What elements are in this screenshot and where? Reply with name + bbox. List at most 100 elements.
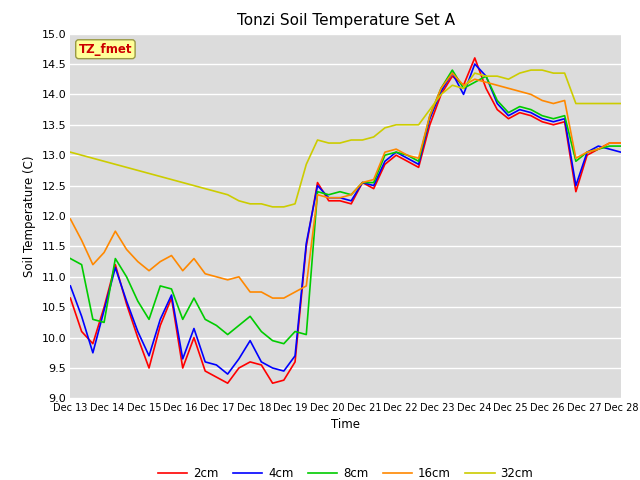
- 16cm: [370, 177, 378, 182]
- Legend: 2cm, 4cm, 8cm, 16cm, 32cm: 2cm, 4cm, 8cm, 16cm, 32cm: [153, 463, 538, 480]
- 8cm: [168, 286, 175, 292]
- 16cm: [527, 92, 535, 97]
- 16cm: [572, 156, 580, 161]
- 32cm: [392, 122, 400, 128]
- 8cm: [134, 298, 141, 304]
- 8cm: [561, 113, 568, 119]
- 8cm: [314, 189, 321, 194]
- 4cm: [358, 180, 366, 185]
- 16cm: [314, 192, 321, 198]
- 16cm: [617, 140, 625, 146]
- 32cm: [516, 70, 524, 76]
- 2cm: [358, 180, 366, 185]
- 4cm: [168, 292, 175, 298]
- 32cm: [617, 101, 625, 107]
- 2cm: [280, 377, 287, 383]
- 4cm: [269, 365, 276, 371]
- 8cm: [605, 143, 613, 149]
- 2cm: [516, 110, 524, 116]
- 2cm: [437, 92, 445, 97]
- 8cm: [78, 262, 86, 267]
- 2cm: [605, 140, 613, 146]
- 4cm: [224, 371, 232, 377]
- 16cm: [381, 149, 388, 155]
- 4cm: [449, 70, 456, 76]
- 8cm: [426, 113, 434, 119]
- 2cm: [67, 295, 74, 301]
- 8cm: [291, 329, 299, 335]
- 16cm: [583, 149, 591, 155]
- 16cm: [78, 238, 86, 243]
- 16cm: [348, 192, 355, 198]
- 32cm: [269, 204, 276, 210]
- 16cm: [235, 274, 243, 280]
- X-axis label: Time: Time: [331, 418, 360, 431]
- 2cm: [493, 107, 501, 112]
- 32cm: [572, 101, 580, 107]
- 2cm: [527, 113, 535, 119]
- 32cm: [504, 76, 512, 82]
- 32cm: [325, 140, 333, 146]
- 16cm: [325, 195, 333, 201]
- 4cm: [392, 149, 400, 155]
- 4cm: [303, 240, 310, 246]
- 32cm: [145, 170, 153, 176]
- 32cm: [303, 161, 310, 167]
- 2cm: [336, 198, 344, 204]
- 32cm: [246, 201, 254, 207]
- 2cm: [595, 146, 602, 152]
- 2cm: [471, 55, 479, 61]
- 2cm: [348, 201, 355, 207]
- 4cm: [202, 359, 209, 365]
- 32cm: [212, 189, 220, 194]
- 2cm: [426, 122, 434, 128]
- 2cm: [381, 161, 388, 167]
- 8cm: [269, 338, 276, 344]
- 2cm: [156, 323, 164, 328]
- 16cm: [280, 295, 287, 301]
- 16cm: [358, 180, 366, 185]
- 8cm: [336, 189, 344, 194]
- 4cm: [493, 101, 501, 107]
- 2cm: [235, 365, 243, 371]
- 4cm: [145, 353, 153, 359]
- 32cm: [370, 134, 378, 140]
- Y-axis label: Soil Temperature (C): Soil Temperature (C): [23, 155, 36, 277]
- 2cm: [561, 119, 568, 125]
- 32cm: [202, 186, 209, 192]
- 4cm: [471, 61, 479, 67]
- 2cm: [538, 119, 546, 125]
- 2cm: [583, 152, 591, 158]
- 8cm: [257, 329, 265, 335]
- 8cm: [123, 274, 131, 280]
- 8cm: [583, 149, 591, 155]
- 8cm: [460, 85, 467, 91]
- 2cm: [291, 359, 299, 365]
- 32cm: [449, 83, 456, 88]
- 4cm: [212, 362, 220, 368]
- 8cm: [212, 323, 220, 328]
- 8cm: [550, 116, 557, 121]
- 2cm: [550, 122, 557, 128]
- 32cm: [67, 149, 74, 155]
- 16cm: [179, 268, 187, 274]
- 16cm: [190, 256, 198, 262]
- 4cm: [348, 198, 355, 204]
- 32cm: [156, 174, 164, 180]
- Line: 8cm: 8cm: [70, 70, 621, 344]
- 16cm: [538, 97, 546, 103]
- 8cm: [527, 107, 535, 112]
- Line: 4cm: 4cm: [70, 64, 621, 374]
- Line: 16cm: 16cm: [70, 73, 621, 298]
- 4cm: [89, 350, 97, 356]
- 32cm: [527, 67, 535, 73]
- 32cm: [538, 67, 546, 73]
- 2cm: [145, 365, 153, 371]
- 32cm: [358, 137, 366, 143]
- 32cm: [415, 122, 422, 128]
- 16cm: [89, 262, 97, 267]
- 2cm: [415, 165, 422, 170]
- 4cm: [78, 313, 86, 319]
- 4cm: [426, 116, 434, 121]
- 4cm: [111, 265, 119, 271]
